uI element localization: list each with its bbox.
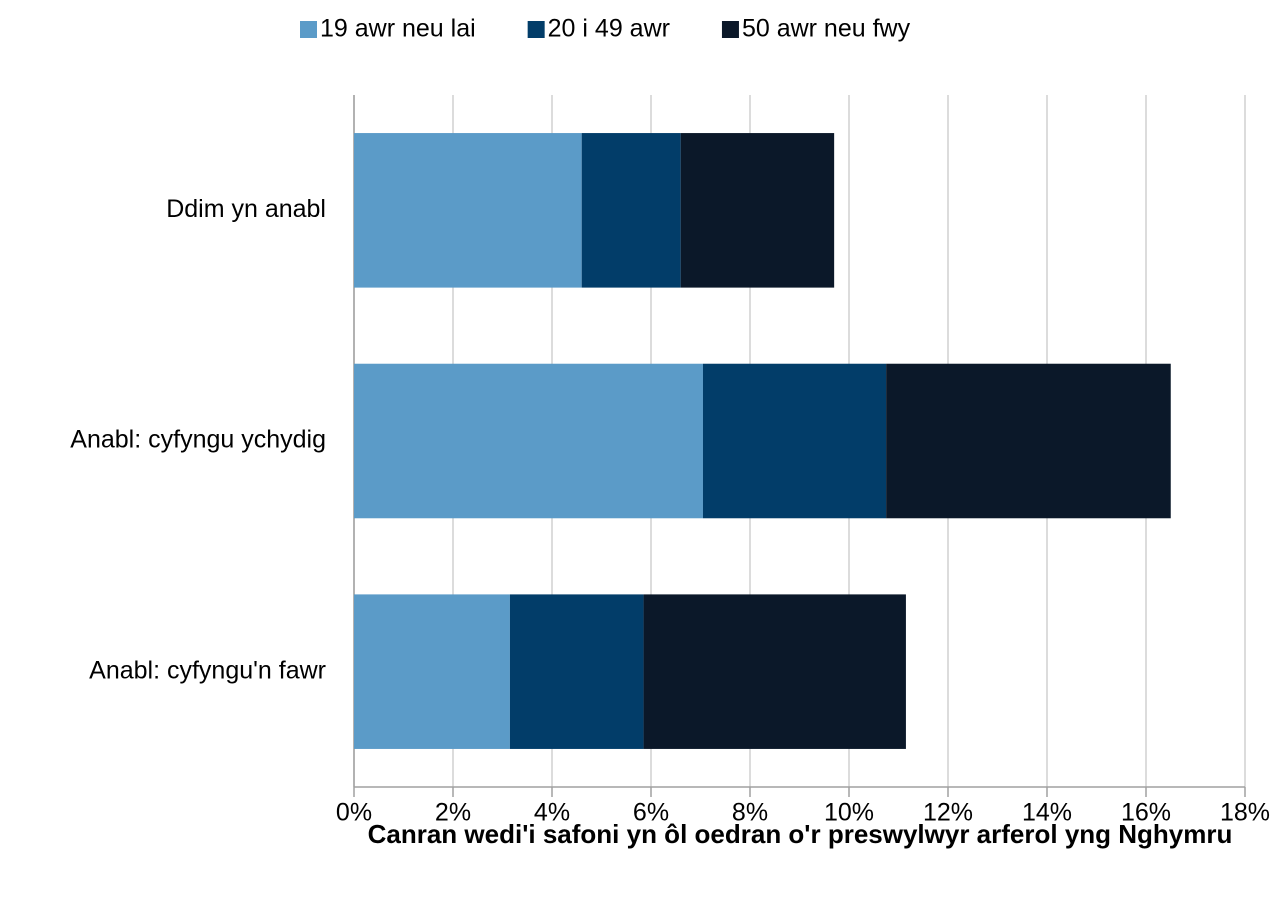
legend-swatch	[527, 21, 545, 38]
x-tick-label: 8%	[732, 799, 768, 827]
legend-label: 19 awr neu lai	[320, 15, 476, 43]
x-tick-label: 18%	[1220, 799, 1270, 827]
x-tick-label: 6%	[633, 799, 669, 827]
y-tick-label: Anabl: cyfyngu'n fawr	[89, 656, 326, 684]
bar-segment	[680, 133, 835, 288]
x-tick-label: 4%	[534, 799, 570, 827]
bar-segment	[886, 363, 1171, 519]
bar-segment	[509, 594, 644, 749]
legend-label: 50 awr neu fwy	[742, 15, 911, 43]
bar-segment	[643, 594, 906, 749]
legend-swatch	[721, 21, 739, 38]
x-tick-label: 16%	[1121, 799, 1171, 827]
x-tick-label: 10%	[824, 799, 874, 827]
bar-segment	[581, 133, 681, 288]
x-tick-label: 12%	[923, 799, 973, 827]
y-tick-label: Ddim yn anabl	[166, 195, 326, 223]
legend-label: 20 i 49 awr	[548, 15, 670, 43]
y-tick-label: Anabl: cyfyngu ychydig	[70, 426, 326, 454]
x-tick-label: 14%	[1022, 799, 1072, 827]
bar-segment	[354, 594, 510, 749]
bar-segment	[702, 363, 887, 519]
x-tick-label: 0%	[336, 799, 372, 827]
bar-segment	[354, 133, 582, 288]
x-tick-label: 2%	[435, 799, 471, 827]
legend-swatch	[300, 21, 317, 38]
bar-segment	[354, 363, 703, 519]
x-axis-title: Canran wedi'i safoni yn ôl oedran o'r pr…	[367, 819, 1233, 849]
